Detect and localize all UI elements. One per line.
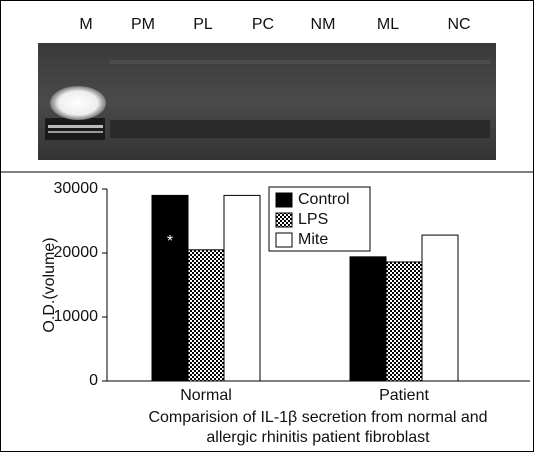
legend-label: LPS: [298, 211, 328, 228]
chart-title: Comparision of IL-1β secretion from norm…: [148, 409, 487, 426]
lane-label: PC: [252, 16, 274, 33]
lane-label: PM: [131, 16, 155, 33]
bar: [421, 234, 459, 382]
y-tick-label: 30000: [54, 180, 99, 197]
y-tick-label: 10000: [54, 308, 99, 325]
legend-label: Mite: [298, 231, 328, 248]
legend-swatch: [275, 192, 293, 208]
bar: [385, 261, 423, 382]
lane-label: ML: [377, 16, 399, 33]
legend-label: Control: [298, 191, 350, 208]
lane-label: M: [79, 16, 92, 33]
bar: [187, 249, 225, 382]
y-tick-label: 20000: [54, 244, 99, 261]
lane-label: NC: [447, 16, 470, 33]
legend-swatch: [275, 232, 293, 248]
bar: [151, 194, 189, 382]
x-tick-label: Normal: [180, 387, 232, 404]
y-axis-label: O.D.(volume): [41, 237, 58, 332]
gel-image: [38, 43, 496, 160]
annotation: *: [167, 233, 173, 250]
bar: [223, 194, 261, 382]
bar: [349, 256, 387, 382]
legend-swatch: [275, 212, 293, 228]
x-tick-label: Patient: [379, 387, 429, 404]
lane-label: NM: [311, 16, 336, 33]
y-tick-label: 0: [89, 372, 98, 389]
chart-subtitle: allergic rhinitis patient fibroblast: [206, 429, 430, 446]
lane-label: PL: [193, 16, 213, 33]
